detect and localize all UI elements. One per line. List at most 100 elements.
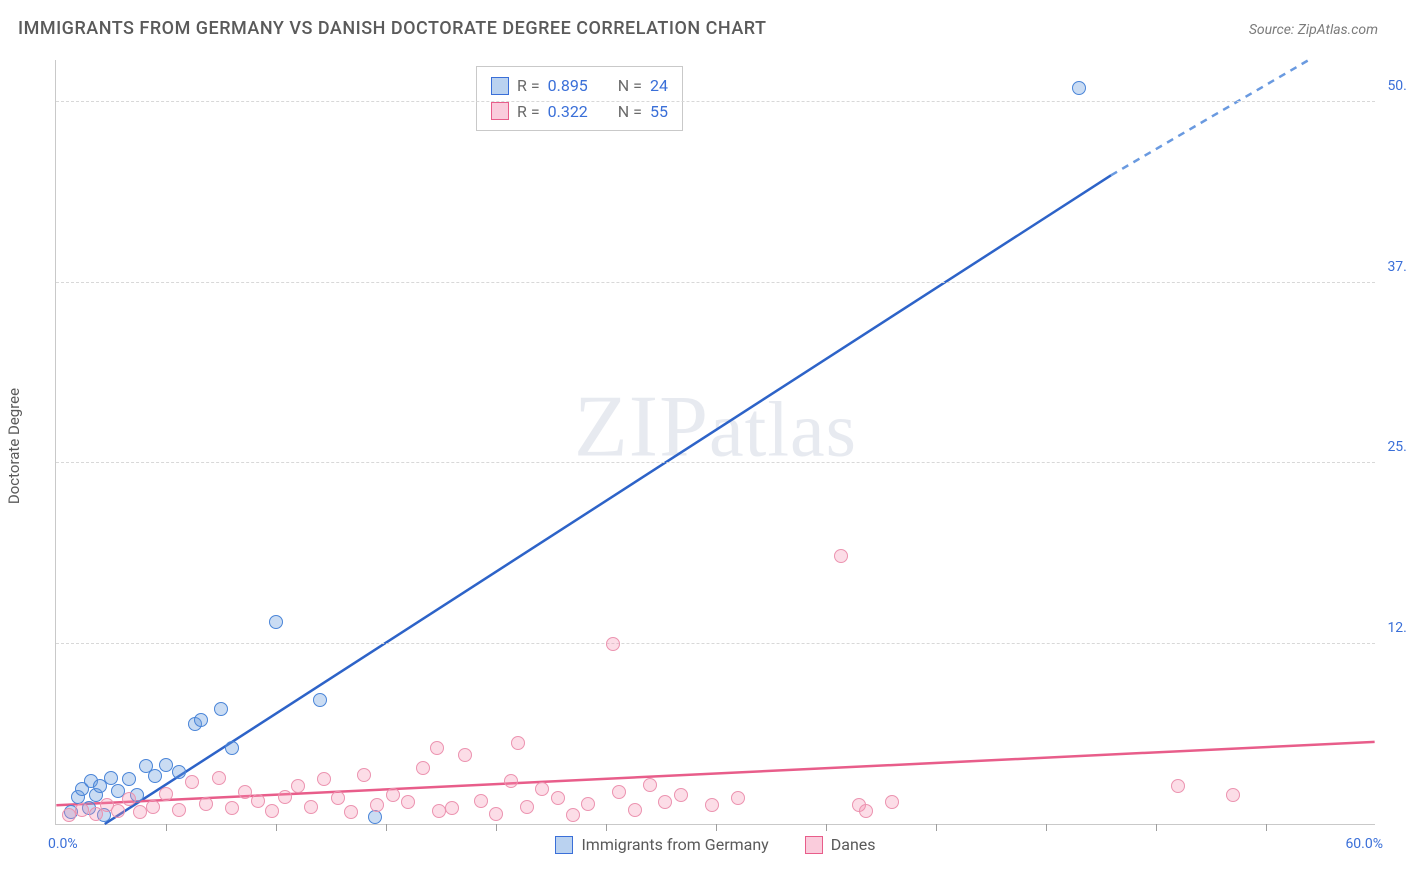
point-danes — [474, 794, 488, 808]
point-danes — [885, 795, 899, 809]
trend-lines — [56, 60, 1375, 824]
point-germany — [214, 702, 228, 716]
point-danes — [401, 795, 415, 809]
point-danes — [511, 736, 525, 750]
point-danes — [111, 804, 125, 818]
source-label: Source: ZipAtlas.com — [1249, 22, 1378, 38]
chart-title: IMMIGRANTS FROM GERMANY VS DANISH DOCTOR… — [18, 18, 766, 39]
point-danes — [304, 800, 318, 814]
y-tick-label: 25.0% — [1380, 439, 1406, 455]
point-danes — [658, 795, 672, 809]
point-danes — [1226, 788, 1240, 802]
point-danes — [445, 801, 459, 815]
point-germany — [225, 741, 239, 755]
point-danes — [62, 808, 76, 822]
series-name: Danes — [831, 835, 876, 854]
point-germany — [269, 615, 283, 629]
legend-series-item: Danes — [805, 835, 876, 854]
x-tick — [936, 824, 937, 831]
x-tick — [606, 824, 607, 831]
legend-series-item: Immigrants from Germany — [555, 835, 768, 854]
gridline — [56, 643, 1375, 644]
point-germany — [148, 769, 162, 783]
x-tick — [1266, 824, 1267, 831]
point-danes — [430, 741, 444, 755]
gridline — [56, 462, 1375, 463]
point-danes — [606, 637, 620, 651]
point-danes — [122, 792, 136, 806]
point-danes — [238, 785, 252, 799]
point-danes — [705, 798, 719, 812]
point-germany — [104, 771, 118, 785]
point-danes — [199, 797, 213, 811]
point-danes — [551, 791, 565, 805]
point-germany — [122, 772, 136, 786]
point-danes — [278, 790, 292, 804]
point-danes — [357, 768, 371, 782]
y-tick-label: 12.5% — [1380, 620, 1406, 636]
x-tick — [496, 824, 497, 831]
gridline — [56, 282, 1375, 283]
point-danes — [416, 761, 430, 775]
point-danes — [535, 782, 549, 796]
r-label: R = — [517, 99, 540, 125]
point-danes — [75, 803, 89, 817]
point-danes — [172, 803, 186, 817]
legend-stats: R =0.895N =24R =0.322N =55 — [476, 66, 683, 131]
point-danes — [212, 771, 226, 785]
point-danes — [331, 791, 345, 805]
point-danes — [566, 808, 580, 822]
x-tick — [276, 824, 277, 831]
point-danes — [520, 800, 534, 814]
legend-stat-row: R = 0.895 N = 24 — [491, 73, 668, 99]
point-danes — [859, 804, 873, 818]
point-danes — [146, 800, 160, 814]
point-danes — [504, 774, 518, 788]
point-danes — [432, 804, 446, 818]
point-danes — [628, 803, 642, 817]
point-danes — [1171, 779, 1185, 793]
point-danes — [159, 787, 173, 801]
y-axis-label: Doctorate Degree — [5, 388, 23, 504]
point-danes — [291, 779, 305, 793]
point-germany — [194, 713, 208, 727]
point-germany — [159, 758, 173, 772]
point-germany — [1072, 81, 1086, 95]
point-germany — [172, 765, 186, 779]
point-danes — [731, 791, 745, 805]
n-label: N = — [618, 73, 642, 99]
point-danes — [185, 775, 199, 789]
swatch-blue — [491, 77, 509, 95]
y-tick-label: 37.5% — [1380, 259, 1406, 275]
r-label: R = — [517, 73, 540, 99]
x-tick — [166, 824, 167, 831]
swatch-pink — [491, 102, 509, 120]
point-danes — [643, 778, 657, 792]
x-tick — [826, 824, 827, 831]
r-value: 0.322 — [548, 99, 588, 125]
point-danes — [458, 748, 472, 762]
swatch-blue — [555, 836, 573, 854]
swatch-pink — [805, 836, 823, 854]
legend-series: Immigrants from Germany Danes — [56, 835, 1375, 854]
x-tick — [1156, 824, 1157, 831]
point-danes — [317, 772, 331, 786]
point-danes — [674, 788, 688, 802]
point-danes — [834, 549, 848, 563]
x-tick — [716, 824, 717, 831]
plot-area: ZIPatlas 0.0% 60.0% R =0.895N =24R =0.32… — [55, 60, 1375, 825]
x-tick — [1046, 824, 1047, 831]
point-danes — [489, 807, 503, 821]
x-tick — [386, 824, 387, 831]
point-danes — [133, 805, 147, 819]
n-label: N = — [618, 99, 642, 125]
r-value: 0.895 — [548, 73, 588, 99]
n-value: 24 — [650, 73, 668, 99]
point-danes — [581, 797, 595, 811]
point-danes — [251, 794, 265, 808]
series-name: Immigrants from Germany — [581, 835, 768, 854]
point-germany — [313, 693, 327, 707]
point-danes — [344, 805, 358, 819]
point-danes — [370, 798, 384, 812]
point-danes — [386, 788, 400, 802]
